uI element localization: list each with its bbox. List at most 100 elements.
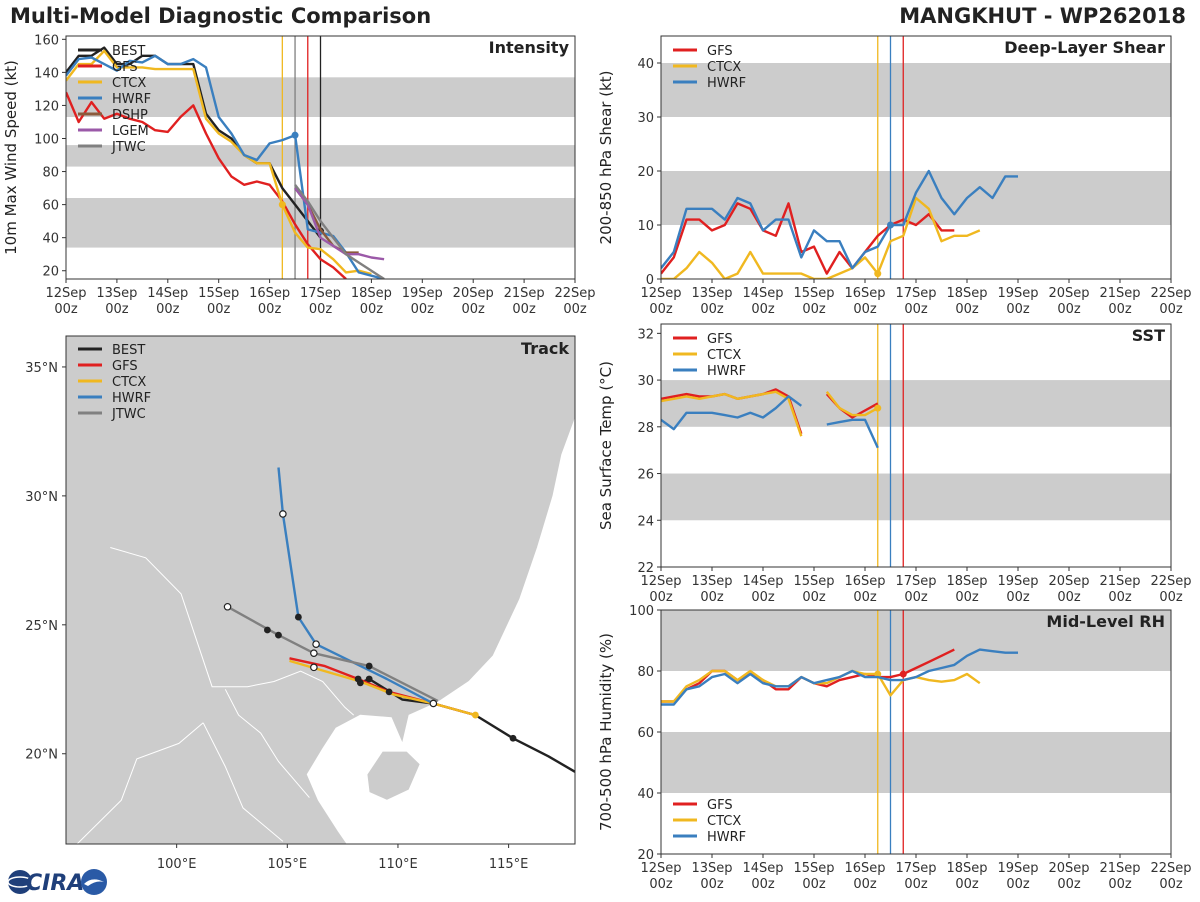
- legend-label-GFS: GFS: [707, 798, 733, 813]
- x-tick-label-day: 16Sep: [844, 286, 885, 301]
- x-tick-label-day: 18Sep: [351, 286, 392, 301]
- x-tick-label-day: 18Sep: [946, 861, 987, 876]
- x-tick-label-hour: 00z: [904, 302, 928, 317]
- x-tick-label-day: 14Sep: [742, 861, 783, 876]
- y-tick-label: 20: [637, 848, 654, 863]
- legend-label-HWRF: HWRF: [112, 92, 151, 107]
- y-tick-label: 40: [637, 787, 654, 802]
- track-point-open-JTWC: [223, 602, 232, 611]
- y-tick-label: 32: [637, 327, 654, 342]
- x-tick-label-day: 21Sep: [1099, 574, 1140, 589]
- x-tick-label-hour: 00z: [54, 302, 78, 317]
- x-tick-label-hour: 00z: [700, 590, 724, 605]
- legend-label-BEST: BEST: [112, 343, 145, 358]
- track-point-open-JTWC: [310, 663, 318, 672]
- x-tick-label-day: 22Sep: [1150, 574, 1191, 589]
- track-point-CTCX: [472, 711, 479, 719]
- series-CTCX-line-0: [661, 390, 803, 437]
- panel-title: SST: [1132, 326, 1165, 345]
- x-tick-label-hour: 00z: [1057, 590, 1081, 605]
- x-tick-label-day: 17Sep: [895, 861, 936, 876]
- x-tick-label-hour: 00z: [904, 877, 928, 892]
- lon-tick-label: 100°E: [157, 857, 197, 872]
- x-tick-label-hour: 00z: [1108, 302, 1132, 317]
- x-tick-label-hour: 00z: [1006, 877, 1030, 892]
- y-tick-label: 160: [34, 33, 59, 48]
- lon-tick-label: 105°E: [268, 857, 308, 872]
- y-axis-label: 10m Max Wind Speed (kt): [2, 60, 20, 255]
- shade-band-1: [661, 63, 1171, 117]
- x-tick-label-hour: 00z: [751, 877, 775, 892]
- chart-shear: 01020304012Sep00z13Sep00z14Sep00z15Sep00…: [597, 35, 1192, 317]
- track-point-open-JTWC: [429, 699, 438, 708]
- plot-area: [66, 36, 575, 279]
- legend-label-GFS: GFS: [112, 60, 138, 75]
- series-HWRF-line-0: [661, 395, 803, 431]
- point-CTCX: [874, 404, 882, 412]
- x-tick-label-hour: 00z: [649, 877, 673, 892]
- legend-label-HWRF: HWRF: [707, 76, 746, 91]
- legend-label-GFS: GFS: [707, 332, 733, 347]
- x-tick-label-hour: 00z: [1159, 302, 1183, 317]
- x-tick-label-hour: 00z: [156, 302, 180, 317]
- lat-tick-label: 30°N: [25, 490, 58, 505]
- point-CTCX: [874, 270, 882, 278]
- series-CTCX-line-1: [825, 391, 879, 417]
- track-point-open-JTWC: [310, 649, 318, 657]
- y-tick-label: 0: [646, 273, 654, 288]
- chart-rh: 2040608010012Sep00z13Sep00z14Sep00z15Sep…: [597, 604, 1192, 892]
- legend-label-CTCX: CTCX: [112, 76, 146, 91]
- x-tick-label-hour: 00z: [700, 877, 724, 892]
- x-tick-label-hour: 00z: [1159, 877, 1183, 892]
- legend-label-JTWC: JTWC: [111, 407, 146, 422]
- track-point-HWRF: [294, 613, 302, 621]
- y-tick-label: 24: [637, 514, 654, 529]
- x-tick-label-hour: 00z: [700, 302, 724, 317]
- track-point-GFS: [354, 675, 362, 683]
- lon-tick-label: 115°E: [489, 857, 529, 872]
- point-CTCX: [874, 670, 882, 678]
- x-tick-label-day: 20Sep: [453, 286, 494, 301]
- country-border-3: [224, 689, 310, 798]
- x-tick-label-hour: 00z: [802, 302, 826, 317]
- map-area: [66, 336, 575, 844]
- x-tick-label-hour: 00z: [955, 877, 979, 892]
- x-tick-label-day: 12Sep: [640, 286, 681, 301]
- panel-title: Intensity: [489, 38, 570, 57]
- figure-title: Multi-Model Diagnostic Comparison: [10, 4, 432, 28]
- x-tick-label-day: 14Sep: [742, 286, 783, 301]
- point-HWRF: [887, 221, 894, 229]
- x-tick-label-day: 21Sep: [1099, 286, 1140, 301]
- country-border-1: [76, 722, 204, 844]
- track-point-JTWC: [263, 626, 271, 634]
- x-tick-label-day: 17Sep: [895, 286, 936, 301]
- y-tick-label: 80: [637, 665, 654, 680]
- x-tick-label-day: 19Sep: [997, 574, 1038, 589]
- x-tick-label-hour: 00z: [1108, 590, 1132, 605]
- y-tick-label: 100: [629, 604, 654, 619]
- series-HWRF-line-1: [826, 418, 879, 449]
- country-border-0: [110, 547, 355, 716]
- series-CTCX-line: [661, 669, 981, 703]
- x-tick-label-day: 21Sep: [1099, 861, 1140, 876]
- x-tick-label-day: 21Sep: [504, 286, 545, 301]
- point-HWRF: [291, 131, 299, 139]
- point-CTCX: [278, 201, 286, 209]
- shade-band-1: [661, 610, 1171, 671]
- y-tick-label: 10: [637, 219, 654, 234]
- y-tick-label: 30: [637, 111, 654, 126]
- series-GFS-line: [66, 91, 347, 279]
- track-point-open-HWRF: [312, 640, 320, 648]
- series-HWRF-line: [661, 648, 1018, 706]
- x-tick-label-hour: 00z: [853, 590, 877, 605]
- x-tick-label-day: 17Sep: [300, 286, 341, 301]
- track-point-BEST: [365, 675, 373, 683]
- shade-band-1: [661, 380, 1171, 427]
- y-tick-label: 26: [637, 468, 654, 483]
- series-CTCX-line: [661, 196, 981, 279]
- x-tick-label-hour: 00z: [411, 302, 435, 317]
- panel-title: Deep-Layer Shear: [1004, 38, 1165, 57]
- y-axis-label: 700-500 hPa Humidity (%): [597, 633, 615, 831]
